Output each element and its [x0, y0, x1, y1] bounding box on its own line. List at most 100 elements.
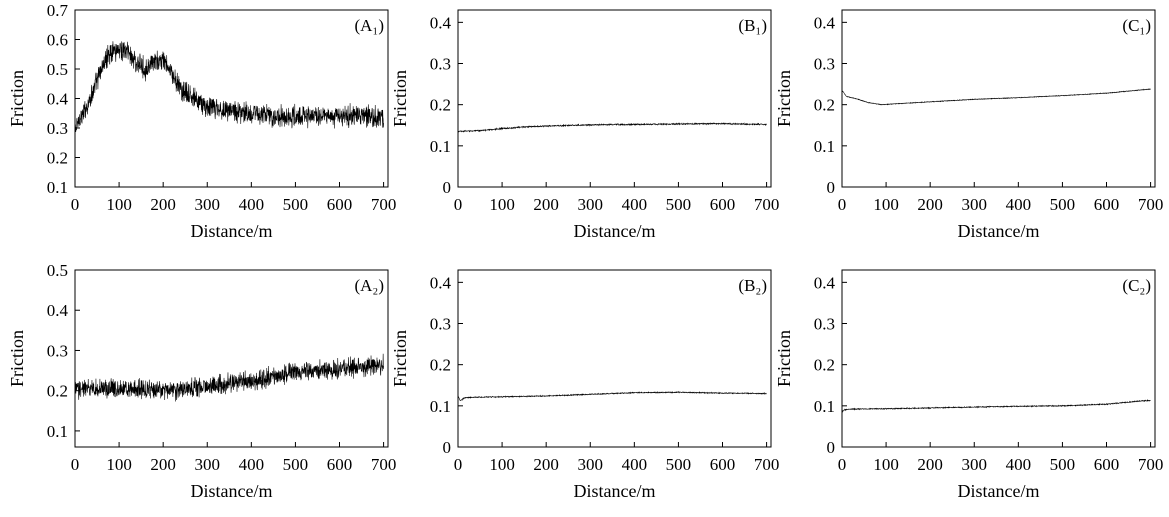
- x-axis-title: Distance/m: [958, 221, 1040, 241]
- x-tick-label: 700: [754, 195, 780, 214]
- chart-panel-b1: 0 0.1 0.2 0.3 0.4 0 100 200 300 400 500 600 700 Dista…: [390, 9, 780, 241]
- series-line-friction: [74, 41, 384, 133]
- x-tick-label: 200: [533, 455, 559, 474]
- x-tick-label: 400: [622, 195, 648, 214]
- plot-frame: [74, 9, 389, 188]
- series-line-friction: [841, 399, 1151, 413]
- x-tick-label: 200: [917, 195, 943, 214]
- y-tick-label: 0.4: [430, 273, 452, 292]
- y-tick-label: 0.1: [47, 178, 68, 197]
- y-tick-label: 0.3: [814, 55, 835, 74]
- panel-label: (B₂): [738, 276, 767, 295]
- y-tick-label: 0.4: [814, 13, 836, 32]
- series-line-friction: [457, 122, 767, 133]
- panel-label: (C₁): [1122, 16, 1151, 35]
- y-tick-label: 0: [827, 438, 836, 457]
- x-tick-label: 0: [71, 455, 80, 474]
- x-tick-label: 500: [1050, 195, 1076, 214]
- y-axis-title: Friction: [774, 330, 794, 387]
- y-tick-label: 0.1: [430, 397, 451, 416]
- panel-label: (A₂): [354, 276, 384, 295]
- x-tick-label: 300: [195, 195, 221, 214]
- x-tick-label: 200: [150, 195, 176, 214]
- x-tick-label: 400: [1006, 455, 1032, 474]
- x-tick-label: 300: [578, 455, 604, 474]
- x-tick-label: 200: [150, 455, 176, 474]
- x-tick-label: 100: [489, 195, 515, 214]
- y-tick-label: 0.1: [47, 422, 68, 441]
- x-tick-label: 300: [962, 455, 988, 474]
- x-tick-label: 0: [71, 195, 80, 214]
- x-tick-label: 600: [327, 195, 353, 214]
- y-tick-label: 0.3: [430, 55, 451, 74]
- chart-panel-b2: 0 0.1 0.2 0.3 0.4 0 100 200 300 400 500 600 700 Dista…: [390, 269, 780, 501]
- chart-panel-c1: 0 0.1 0.2 0.3 0.4 0 100 200 300 400 500 600 700 Dista…: [774, 9, 1164, 241]
- y-tick-label: 0.3: [430, 315, 451, 334]
- x-tick-label: 400: [1006, 195, 1032, 214]
- x-tick-label: 0: [838, 195, 847, 214]
- y-axis-title: Friction: [390, 330, 410, 387]
- x-tick-label: 100: [873, 195, 899, 214]
- x-tick-label: 600: [1094, 455, 1120, 474]
- y-tick-label: 0.3: [47, 341, 68, 360]
- x-axis-title: Distance/m: [191, 481, 273, 501]
- chart-panel-a2: 0.1 0.2 0.3 0.4 0.5 0 100 200 300 400 500 600 700 Dis…: [7, 261, 396, 501]
- x-tick-label: 200: [533, 195, 559, 214]
- y-axis-title: Friction: [7, 70, 27, 127]
- x-tick-label: 300: [962, 195, 988, 214]
- x-tick-label: 100: [489, 455, 515, 474]
- y-tick-label: 0.2: [814, 96, 835, 115]
- x-tick-label: 400: [622, 455, 648, 474]
- x-tick-label: 600: [327, 455, 353, 474]
- x-tick-label: 500: [666, 455, 692, 474]
- x-tick-label: 500: [283, 455, 309, 474]
- chart-panel-c2: 0 0.1 0.2 0.3 0.4 0 100 200 300 400 500 600 700 Dista…: [774, 269, 1164, 501]
- x-tick-label: 600: [1094, 195, 1120, 214]
- x-tick-label: 600: [710, 195, 736, 214]
- y-tick-label: 0.4: [430, 13, 452, 32]
- series-line-friction: [457, 390, 767, 402]
- x-tick-label: 100: [106, 455, 132, 474]
- plot-frame: [74, 269, 389, 448]
- x-tick-label: 500: [1050, 455, 1076, 474]
- y-tick-label: 0.2: [47, 382, 68, 401]
- x-tick-label: 100: [106, 195, 132, 214]
- x-tick-label: 700: [371, 455, 397, 474]
- x-tick-label: 0: [454, 195, 463, 214]
- y-tick-label: 0.2: [430, 356, 451, 375]
- y-tick-label: 0.4: [814, 273, 836, 292]
- x-tick-label: 700: [1138, 455, 1164, 474]
- y-tick-label: 0.4: [47, 301, 69, 320]
- x-tick-label: 400: [239, 455, 265, 474]
- x-tick-label: 400: [239, 195, 265, 214]
- plot-frame: [841, 269, 1156, 448]
- panel-label: (A₁): [354, 16, 384, 35]
- x-tick-label: 700: [371, 195, 397, 214]
- y-tick-label: 0.3: [47, 119, 68, 138]
- chart-panel-a1: 0.1 0.2 0.3 0.4 0.5 0.6 0.7 0 100 200 300 400 500 600…: [7, 1, 396, 241]
- y-axis-title: Friction: [774, 70, 794, 127]
- y-tick-label: 0: [827, 178, 836, 197]
- y-tick-label: 0.7: [47, 1, 69, 20]
- y-tick-label: 0: [443, 178, 452, 197]
- y-tick-label: 0.2: [47, 149, 68, 168]
- x-tick-label: 600: [710, 455, 736, 474]
- x-tick-label: 700: [1138, 195, 1164, 214]
- x-tick-label: 0: [454, 455, 463, 474]
- x-tick-label: 300: [578, 195, 604, 214]
- x-tick-label: 700: [754, 455, 780, 474]
- x-tick-label: 200: [917, 455, 943, 474]
- panel-label: (B₁): [738, 16, 767, 35]
- y-axis-title: Friction: [390, 70, 410, 127]
- x-tick-label: 0: [838, 455, 847, 474]
- y-tick-label: 0.5: [47, 60, 68, 79]
- x-tick-label: 300: [195, 455, 221, 474]
- y-tick-label: 0.2: [430, 96, 451, 115]
- y-tick-label: 0.1: [430, 137, 451, 156]
- plot-frame: [841, 9, 1156, 188]
- y-axis-title: Friction: [7, 330, 27, 387]
- x-axis-title: Distance/m: [574, 221, 656, 241]
- y-tick-label: 0.5: [47, 261, 68, 280]
- plot-frame: [457, 269, 772, 448]
